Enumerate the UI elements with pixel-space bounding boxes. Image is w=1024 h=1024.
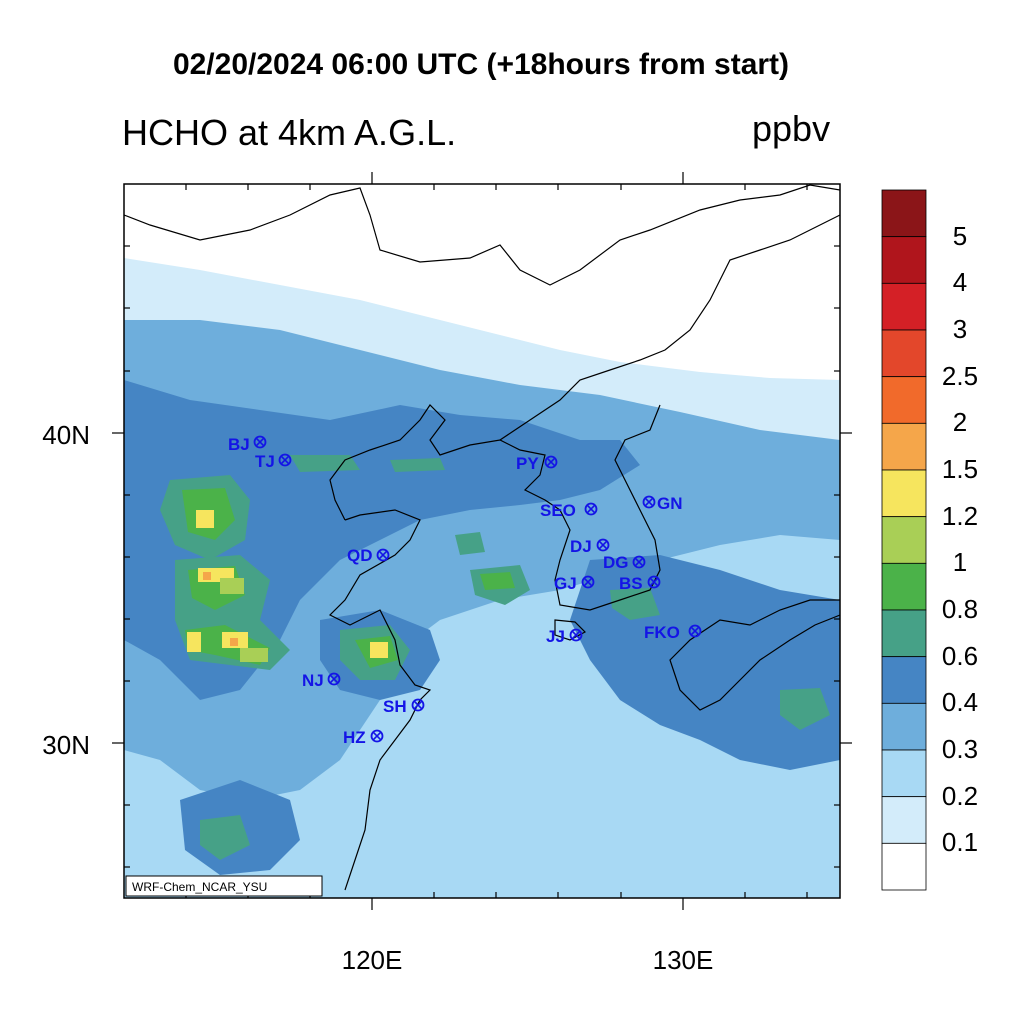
colorbar-swatch bbox=[881, 422, 927, 471]
station-label: QD bbox=[347, 546, 373, 565]
station-label: PY bbox=[516, 454, 539, 473]
station-label: SH bbox=[383, 697, 407, 716]
colorbar-swatch bbox=[881, 189, 927, 238]
station-marker-cross bbox=[644, 497, 654, 507]
station-marker-icon bbox=[253, 435, 267, 449]
station-marker-icon bbox=[581, 575, 595, 589]
colorbar-tick-label: 4 bbox=[952, 267, 968, 298]
station-marker-cross bbox=[329, 674, 339, 684]
station-marker-cross bbox=[378, 550, 388, 560]
station-marker-cross bbox=[690, 626, 700, 636]
credit-text: WRF-Chem_NCAR_YSU bbox=[132, 880, 267, 894]
colorbar-tick-label: 0.1 bbox=[941, 827, 979, 858]
station-label: GJ bbox=[554, 574, 577, 593]
lat-label-40n: 40N bbox=[42, 420, 90, 450]
lon-label-130e: 130E bbox=[652, 945, 714, 975]
colorbar-tick-label: 0.4 bbox=[941, 687, 979, 718]
coastlines bbox=[124, 184, 840, 891]
station-marker-icon bbox=[569, 628, 583, 642]
station-marker-cross bbox=[255, 437, 265, 447]
colorbar-swatch bbox=[881, 516, 927, 564]
colorbar-tick-label: 2.5 bbox=[941, 360, 979, 391]
colorbar-swatch bbox=[881, 376, 927, 424]
colorbar-tick-label: 2 bbox=[952, 407, 968, 438]
station-label: FKO bbox=[644, 623, 680, 642]
station-label: TJ bbox=[255, 452, 275, 471]
station-marker-icon bbox=[584, 502, 598, 516]
colorbar-tick-label: 0.2 bbox=[941, 780, 979, 811]
station-marker-icon bbox=[632, 555, 646, 569]
station-label: SEO bbox=[540, 501, 576, 520]
hcho-field bbox=[124, 184, 840, 898]
station-marker-cross bbox=[634, 557, 644, 567]
colorbar-swatch bbox=[881, 236, 927, 284]
colorbar-tick-label: 1.2 bbox=[941, 500, 979, 531]
colorbar-swatch bbox=[881, 609, 927, 658]
units-title: ppbv bbox=[752, 108, 831, 149]
station-label: HZ bbox=[343, 728, 366, 747]
station-marker-icon bbox=[411, 698, 425, 712]
lat-label-30n: 30N bbox=[42, 730, 90, 760]
station-marker-cross bbox=[372, 731, 382, 741]
colorbar-swatch bbox=[881, 796, 927, 844]
map-frame bbox=[123, 183, 841, 899]
lon-label-120e: 120E bbox=[341, 945, 403, 975]
station-marker-cross bbox=[586, 504, 596, 514]
credit-box: WRF-Chem_NCAR_YSU bbox=[125, 875, 323, 897]
colorbar-swatch bbox=[881, 702, 927, 751]
station-marker-cross bbox=[583, 577, 593, 587]
station-label: JJ bbox=[546, 627, 565, 646]
station-marker-cross bbox=[280, 455, 290, 465]
station-label: GN bbox=[657, 494, 683, 513]
colorbar-tick-label: 0.8 bbox=[941, 594, 979, 624]
colorbar-swatch bbox=[881, 282, 927, 331]
colorbar-tick-label: 0.6 bbox=[941, 640, 979, 671]
colorbar-swatch bbox=[881, 656, 927, 704]
station-marker-cross bbox=[546, 457, 556, 467]
station-marker-cross bbox=[598, 540, 608, 550]
station-marker-icon bbox=[647, 575, 661, 589]
colorbar-tick-label: 1 bbox=[952, 547, 968, 578]
colorbar-tick-label: 5 bbox=[952, 220, 968, 251]
station-marker-cross bbox=[413, 700, 423, 710]
station-marker-icon bbox=[376, 548, 390, 562]
colorbar-tick-label: 0.3 bbox=[941, 734, 979, 764]
station-marker-icon bbox=[327, 672, 341, 686]
colorbar-swatch bbox=[881, 842, 927, 891]
station-label: BJ bbox=[228, 435, 250, 454]
variable-title: HCHO at 4km A.G.L. bbox=[122, 112, 457, 153]
station-marker-cross bbox=[571, 630, 581, 640]
colorbar-swatch bbox=[881, 749, 927, 798]
colorbar bbox=[881, 189, 927, 891]
station-marker-icon bbox=[278, 453, 292, 467]
station-marker-icon bbox=[544, 455, 558, 469]
station-label: BS bbox=[619, 574, 643, 593]
colorbar-tick-label: 1.5 bbox=[941, 454, 979, 484]
station-marker-icon bbox=[596, 538, 610, 552]
station-label: DJ bbox=[570, 537, 592, 556]
colorbar-swatch bbox=[881, 469, 927, 518]
station-marker-cross bbox=[649, 577, 659, 587]
station-label: NJ bbox=[302, 671, 324, 690]
stations-layer: BJ TJ PY SEO GN QD DJ DG GJ BS JJ FKO NJ SH HZ bbox=[228, 435, 702, 747]
colorbar-swatch bbox=[881, 329, 927, 378]
colorbar-tick-label: 3 bbox=[952, 314, 968, 344]
map-title: 02/20/2024 06:00 UTC (+18hours from star… bbox=[172, 48, 790, 81]
station-label: DG bbox=[603, 553, 629, 572]
colorbar-swatch bbox=[881, 562, 927, 611]
station-marker-icon bbox=[688, 624, 702, 638]
station-marker-icon bbox=[370, 729, 384, 743]
station-marker-icon bbox=[642, 495, 656, 509]
